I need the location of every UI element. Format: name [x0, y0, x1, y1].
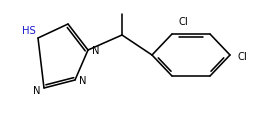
Text: N: N — [33, 86, 41, 96]
Text: Cl: Cl — [237, 52, 247, 62]
Text: N: N — [92, 46, 100, 56]
Text: Cl: Cl — [178, 17, 188, 27]
Text: N: N — [79, 76, 87, 86]
Text: HS: HS — [22, 26, 36, 36]
